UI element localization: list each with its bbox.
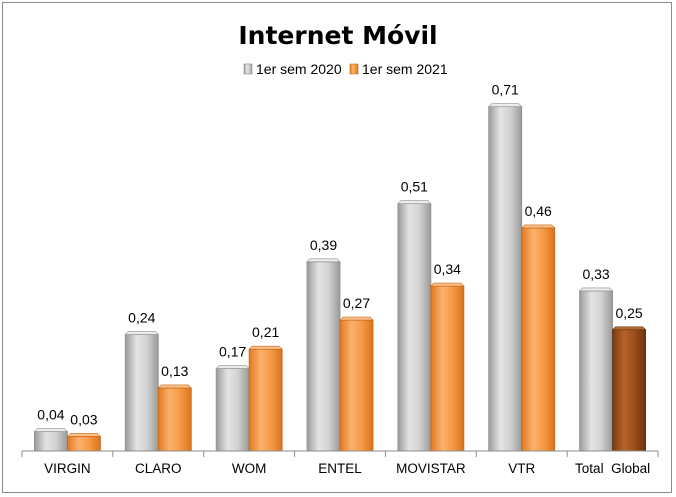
tick-label-total-global: Total Global <box>575 461 650 476</box>
bar-claro-series-1 <box>124 334 159 452</box>
bar-virgin-series-2 <box>67 436 101 452</box>
bar-claro-series-2 <box>157 387 192 452</box>
bar-wom-series-1 <box>215 368 250 452</box>
bar-cap-claro-series-2 <box>157 384 193 389</box>
bar-cap-vtr-series-1 <box>487 103 523 107</box>
data-label-wom-series-2: 0,21 <box>252 324 279 340</box>
data-label-virgin-series-2: 0,03 <box>70 411 97 427</box>
bar-cap-movistar-series-2 <box>430 282 465 287</box>
data-label-entel-series-1: 0,39 <box>310 237 337 253</box>
bar-total-global-series-2 <box>612 329 646 452</box>
bar-movistar-series-1 <box>397 203 432 452</box>
bar-entel-series-2 <box>339 319 374 452</box>
data-label-wom-series-1: 0,17 <box>219 344 246 360</box>
data-label-vtr-series-2: 0,46 <box>525 203 552 219</box>
data-label-claro-series-1: 0,24 <box>128 310 155 326</box>
data-label-movistar-series-2: 0,34 <box>434 261 461 277</box>
bar-cap-total-global-series-1 <box>578 287 614 292</box>
bar-cap-entel-series-2 <box>339 316 374 321</box>
legend-label-series-2: 1er sem 2021 <box>362 61 448 77</box>
bar-cap-vtr-series-2 <box>520 224 556 229</box>
tick-label-vtr: VTR <box>508 461 535 476</box>
bar-cap-claro-series-1 <box>124 331 160 335</box>
chart-title: Internet Móvil <box>238 21 437 50</box>
bar-wom-series-2 <box>248 348 283 452</box>
bar-cap-entel-series-1 <box>306 258 341 263</box>
tick-label-claro: CLARO <box>135 461 182 476</box>
data-label-total-global-series-2: 0,25 <box>615 305 642 321</box>
bar-cap-total-global-series-2 <box>611 326 647 331</box>
bar-vtr-series-1 <box>488 106 523 452</box>
bar-cap-wom-series-1 <box>215 365 250 369</box>
data-labels-group: 0,04 0,03 0,24 0,13 0,17 0,21 0,39 0,27 0,51 0,34… <box>37 82 643 428</box>
legend: 1er sem 2020 1er sem 2021 <box>243 61 448 77</box>
data-label-virgin-series-1: 0,04 <box>37 407 64 423</box>
x-tick-labels: VIRGIN CLARO WOM ENTEL MOVISTAR VTR Total Glob… <box>21 451 659 476</box>
bar-total-global-series-1 <box>579 290 613 452</box>
tick-label-entel: ENTEL <box>318 461 362 476</box>
legend-swatch-series-1 <box>243 63 253 75</box>
legend-label-series-1: 1er sem 2020 <box>256 61 342 77</box>
tick-label-virgin: VIRGIN <box>44 461 91 476</box>
tick-label-movistar: MOVISTAR <box>396 461 466 476</box>
data-label-total-global-series-1: 0,33 <box>582 266 609 282</box>
legend-swatch-series-2 <box>349 63 359 75</box>
bars-group <box>33 103 647 452</box>
bar-vtr-series-2 <box>521 227 556 452</box>
tick-label-wom: WOM <box>232 461 267 476</box>
bar-cap-wom-series-2 <box>248 345 283 350</box>
data-label-claro-series-2: 0,13 <box>161 363 188 379</box>
bar-cap-movistar-series-1 <box>397 200 432 204</box>
data-label-vtr-series-1: 0,71 <box>492 82 519 98</box>
bar-cap-virgin-series-1 <box>33 428 69 432</box>
bar-virgin-series-1 <box>34 431 68 452</box>
data-label-movistar-series-1: 0,51 <box>401 179 428 195</box>
bar-cap-virgin-series-2 <box>66 433 102 437</box>
bar-movistar-series-2 <box>430 285 465 452</box>
bar-entel-series-1 <box>306 261 341 452</box>
data-label-entel-series-2: 0,27 <box>343 295 370 311</box>
